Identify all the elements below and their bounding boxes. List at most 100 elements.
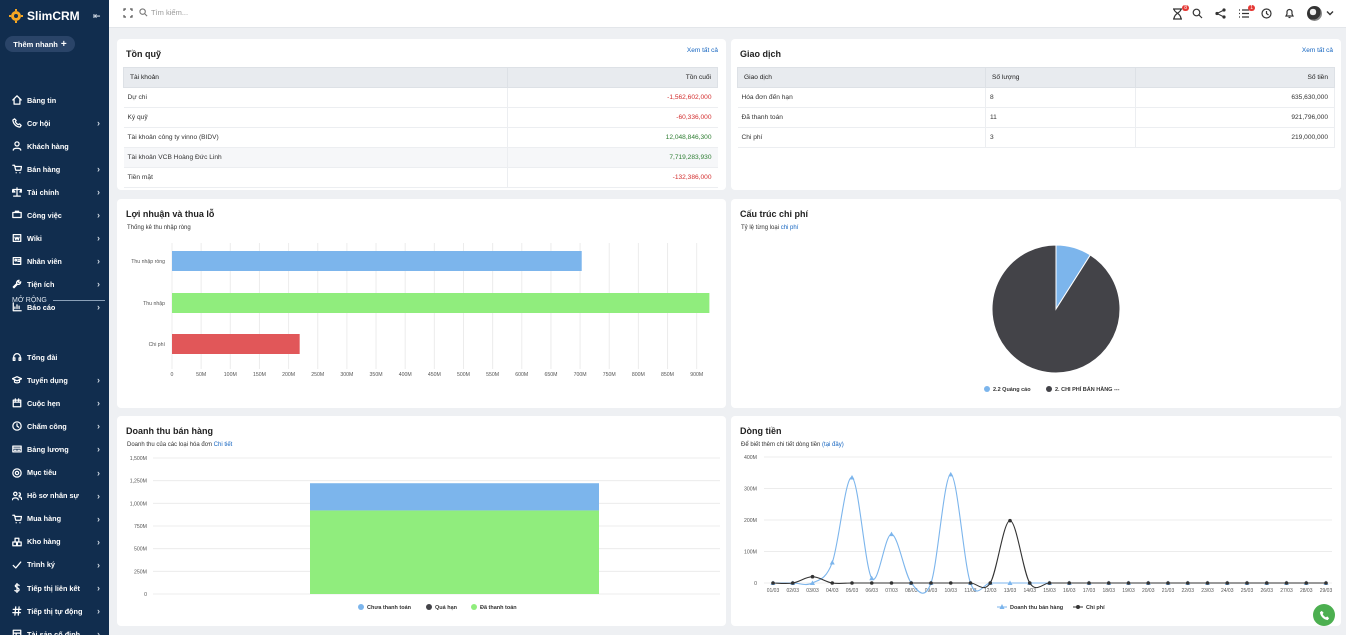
tx-name: Đã thanh toán — [737, 107, 986, 128]
y-tick-label: 100M — [744, 550, 757, 556]
section-divider — [52, 300, 105, 301]
add-new-button[interactable]: Thêm nhanh + — [5, 36, 75, 52]
tx-qty: 3 — [985, 127, 1136, 148]
avatar[interactable] — [1307, 6, 1322, 21]
sidebar-item-1[interactable]: Cơ hội › — [0, 114, 109, 132]
sidebar-ext-item-1[interactable]: Tuyển dụng › — [0, 371, 109, 389]
brand[interactable]: SlimCRM ⇤ — [0, 0, 109, 32]
table-row: Hóa đơn đến hạn 8 635,630,000 — [737, 87, 1335, 108]
bell-icon[interactable] — [1284, 8, 1296, 20]
revenue-subtitle: Doanh thu của các loại hóa đơn Chi tiết — [127, 442, 232, 448]
bar — [172, 251, 582, 271]
sidebar-item-8[interactable]: Tiện ích › — [0, 275, 109, 293]
dollar-icon — [12, 583, 22, 593]
task-list-icon[interactable]: 1 — [1238, 5, 1255, 20]
chevron-right-icon: › — [97, 629, 100, 635]
phone-icon — [12, 118, 22, 128]
data-point — [929, 581, 933, 585]
search-user-icon[interactable] — [1192, 8, 1204, 20]
chevron-right-icon: › — [97, 233, 100, 243]
bar-segment — [310, 483, 599, 511]
sidebar-item-0[interactable]: Bảng tin — [0, 91, 109, 109]
sidebar-item-6[interactable]: Wiki › — [0, 229, 109, 247]
profit-card: Lợi nhuận và thua lỗ Thống kê thu nhập r… — [117, 199, 726, 408]
clock-icon[interactable] — [1261, 8, 1273, 20]
funds-table: Tài khoản Tồn cuối Dự chi -1,562,602,000 K… — [123, 67, 719, 188]
wiki-icon — [12, 233, 22, 243]
collapse-sidebar-icon[interactable]: ⇤ — [93, 11, 101, 21]
sidebar-item-3[interactable]: Bán hàng › — [0, 160, 109, 178]
fullscreen-icon[interactable] — [123, 8, 133, 20]
series-line — [773, 473, 1326, 594]
x-tick-label: 09/03 — [925, 588, 938, 594]
sidebar-item-7[interactable]: Nhân viên › — [0, 252, 109, 270]
data-point — [1087, 581, 1091, 585]
nav-item-label: Cơ hội — [27, 118, 51, 128]
x-tick-label: 350M — [370, 372, 383, 378]
y-tick-label: 300M — [744, 487, 757, 493]
x-tick-label: 100M — [224, 372, 237, 378]
search-box[interactable]: Tìm kiếm... — [139, 8, 188, 17]
sidebar-ext-item-3[interactable]: Chấm công › — [0, 417, 109, 435]
asset-icon — [12, 629, 22, 635]
sidebar-ext-item-4[interactable]: Bảng lương › — [0, 440, 109, 458]
cost-subtitle-link[interactable]: chi phí — [780, 225, 799, 231]
pie-slice — [991, 244, 1121, 374]
nav-item-label: Công việc — [27, 210, 62, 220]
chevron-right-icon: › — [97, 583, 100, 593]
table-row: Ký quỹ -60,336,000 — [123, 107, 718, 128]
x-tick-label: 400M — [399, 372, 412, 378]
sidebar-item-4[interactable]: Tài chính › — [0, 183, 109, 201]
y-tick-label: 250M — [134, 569, 147, 575]
sidebar-ext-item-8[interactable]: Kho hàng › — [0, 533, 109, 551]
chevron-down-icon[interactable] — [1326, 9, 1338, 21]
sidebar-ext-item-10[interactable]: Tiếp thị liên kết › — [0, 579, 109, 597]
payroll-icon — [12, 444, 22, 454]
x-tick-label: 11/03 — [964, 588, 976, 594]
section-label: MỞ RỘNG — [12, 297, 47, 304]
chevron-right-icon: › — [97, 210, 100, 220]
sidebar-item-2[interactable]: Khách hàng — [0, 137, 109, 155]
sidebar-ext-item-11[interactable]: Tiếp thị tự động › — [0, 602, 109, 620]
tx-header-qty: Số lượng — [985, 67, 1136, 88]
sidebar-ext-item-6[interactable]: Hồ sơ nhân sự › — [0, 487, 109, 505]
x-tick-label: 24/03 — [1221, 588, 1234, 594]
tx-header-name: Giao dịch — [737, 67, 986, 88]
sidebar-ext-item-0[interactable]: Tổng đài — [0, 348, 109, 366]
funds-see-all-link[interactable]: Xem tất cả — [686, 47, 718, 54]
tx-name: Hóa đơn đến hạn — [737, 87, 986, 108]
topbar: Tìm kiếm... 8 1 — [109, 0, 1346, 28]
x-tick-label: 200M — [282, 372, 295, 378]
revenue-subtitle-link[interactable]: Chi tiết — [213, 442, 233, 448]
hourglass-icon[interactable]: 8 — [1172, 5, 1189, 20]
profit-title: Lợi nhuận và thua lỗ — [126, 209, 215, 219]
x-tick-label: 18/03 — [1102, 588, 1115, 594]
wrench-icon — [12, 279, 22, 289]
legend-label: Chi phí — [1086, 605, 1105, 611]
sidebar-ext-item-9[interactable]: Trình ký › — [0, 556, 109, 574]
sidebar-ext-item-2[interactable]: Cuộc hẹn › — [0, 394, 109, 412]
data-point — [1106, 581, 1111, 585]
cashflow-subtitle-link[interactable]: (tại đây) — [822, 442, 844, 448]
gear-logo-icon — [9, 9, 23, 23]
nav-item-label: Tiện ích — [27, 279, 55, 289]
nav-item-label: Mua hàng — [27, 514, 62, 524]
transactions-card: Giao dịch Xem tất cả Giao dịch Số lượng … — [731, 39, 1341, 190]
call-button[interactable] — [1313, 604, 1335, 626]
data-point — [830, 581, 835, 585]
data-point — [948, 471, 954, 477]
transactions-see-all-link[interactable]: Xem tất cả — [1301, 47, 1333, 54]
data-point — [968, 581, 973, 585]
hashtag-icon — [12, 606, 22, 616]
nav-item-label: Chấm công — [27, 421, 67, 431]
bar — [172, 293, 710, 313]
sidebar-item-5[interactable]: Công việc › — [0, 206, 109, 224]
sidebar-ext-item-5[interactable]: Mục tiêu › — [0, 464, 109, 482]
sidebar-ext-item-7[interactable]: Mua hàng › — [0, 510, 109, 528]
sidebar-ext-item-12[interactable]: Tài sản cố định › — [0, 625, 109, 635]
x-tick-label: 03/03 — [806, 588, 819, 594]
share-icon[interactable] — [1215, 8, 1227, 20]
sidebar-item-9[interactable]: Báo cáo › — [0, 298, 109, 316]
cashflow-subtitle-text: Để biết thêm chi tiết dòng tiền — [741, 442, 823, 448]
data-point — [1067, 581, 1072, 585]
